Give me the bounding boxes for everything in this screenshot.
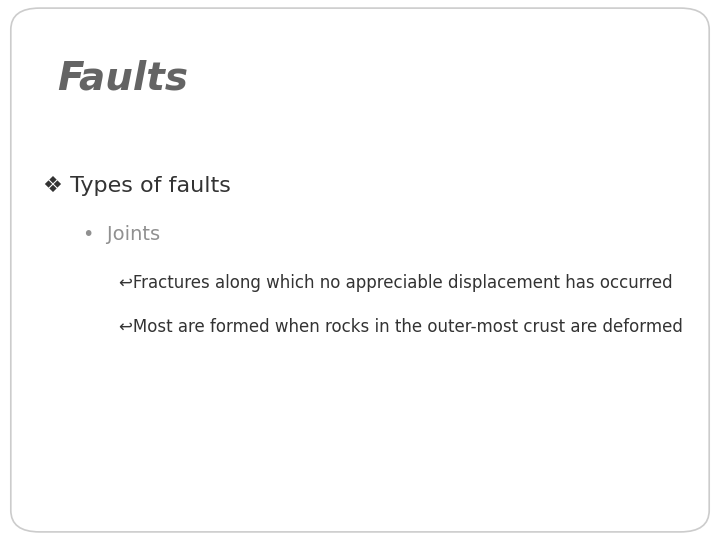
Text: ❖ Types of faults: ❖ Types of faults	[43, 176, 231, 197]
Text: Faults: Faults	[58, 59, 189, 97]
Text: ↩Most are formed when rocks in the outer-most crust are deformed: ↩Most are formed when rocks in the outer…	[119, 318, 683, 336]
Text: •  Joints: • Joints	[83, 225, 160, 245]
FancyBboxPatch shape	[11, 8, 709, 532]
Text: ↩Fractures along which no appreciable displacement has occurred: ↩Fractures along which no appreciable di…	[119, 274, 672, 293]
